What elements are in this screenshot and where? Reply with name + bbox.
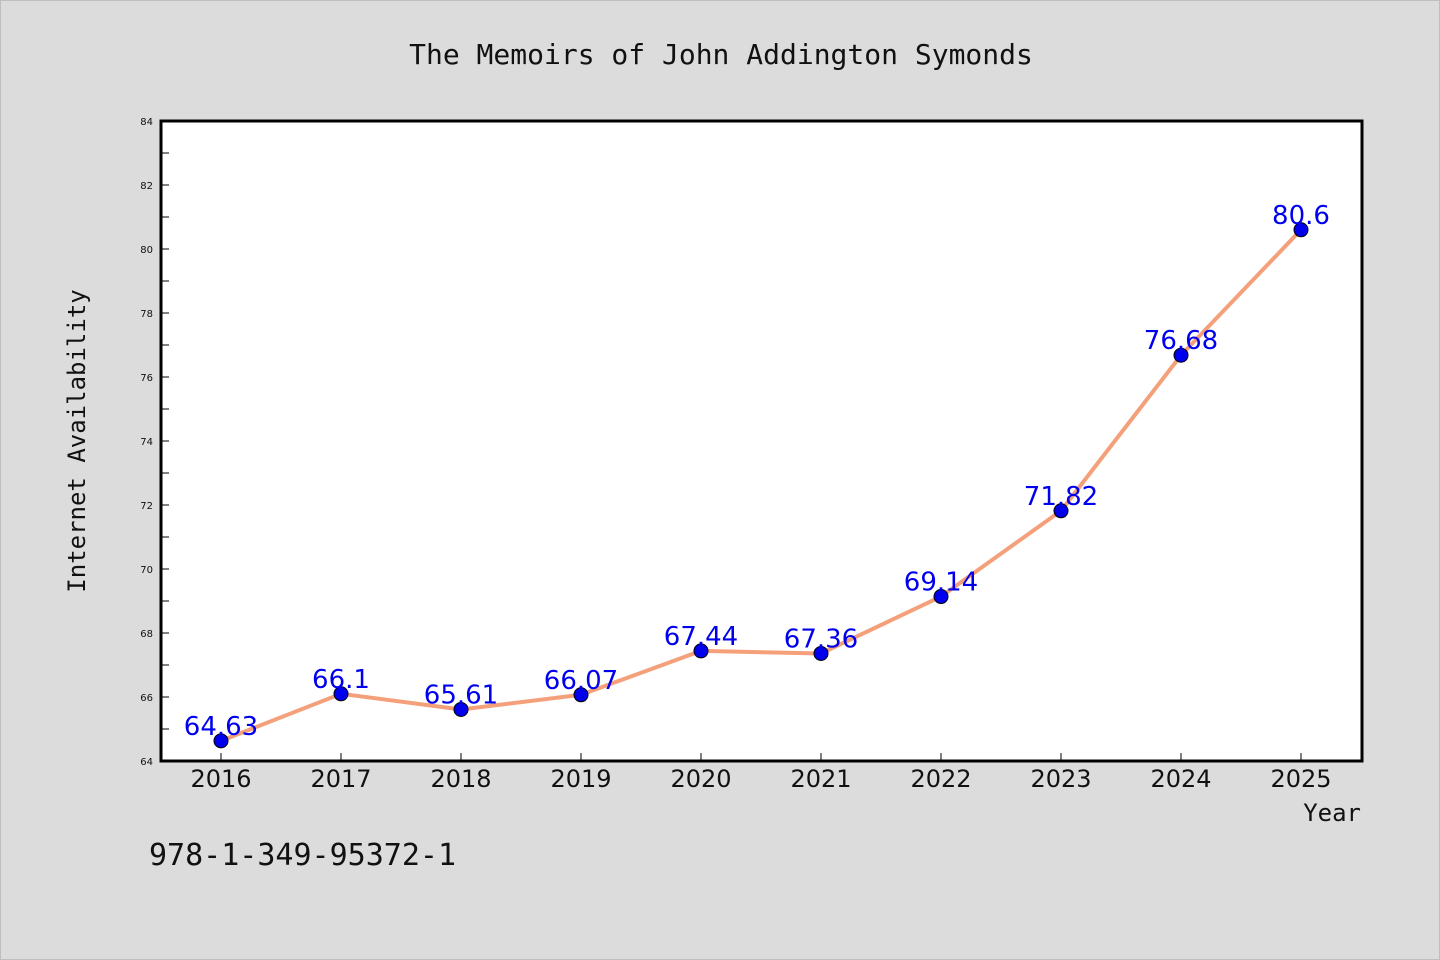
data-label: 66.1	[312, 665, 370, 695]
data-label: 80.6	[1272, 201, 1330, 231]
data-labels: 64.63 66.1 65.61 66.07 67.44 67.36 69.14 71.82 7…	[184, 201, 1330, 742]
data-point	[453, 701, 469, 717]
data-label: 67.44	[664, 622, 738, 652]
x-tick-label: 2018	[430, 765, 491, 793]
x-tick-label: 2019	[550, 765, 611, 793]
data-point	[333, 686, 349, 702]
x-tick-label: 2017	[310, 765, 371, 793]
data-label: 71.82	[1024, 482, 1098, 512]
data-label: 64.63	[184, 712, 258, 742]
x-tick-label: 2021	[790, 765, 851, 793]
x-tick-label: 2022	[910, 765, 971, 793]
data-point	[1173, 347, 1189, 363]
y-axis-label: Internet Availability	[63, 289, 91, 592]
isbn-annotation: 978-1-349-95372-1	[149, 838, 456, 873]
data-point	[933, 589, 949, 605]
plot-frame	[159, 119, 1364, 763]
data-point	[1293, 222, 1309, 238]
y-tick-label: 72	[140, 501, 153, 512]
data-label: 65.61	[424, 680, 498, 710]
data-point	[573, 687, 589, 703]
data-label: 67.36	[784, 624, 858, 654]
data-point	[1053, 503, 1069, 519]
data-point	[813, 645, 829, 661]
x-tick-label: 2023	[1030, 765, 1091, 793]
x-tick-label: 2025	[1270, 765, 1331, 793]
y-tick-label: 78	[140, 309, 153, 320]
data-point	[213, 733, 229, 749]
y-tick-label: 68	[140, 629, 153, 640]
y-tick-label: 84	[140, 117, 153, 128]
y-tick-label: 70	[140, 565, 153, 576]
x-axis-ticks: 2016 2017 2018 2019 2020 2021 2022 2023 2024 2025	[190, 753, 1332, 793]
data-markers	[213, 222, 1309, 749]
y-tick-label: 64	[140, 757, 153, 768]
x-tick-label: 2020	[670, 765, 731, 793]
plot-area	[161, 121, 1362, 761]
data-label: 69.14	[904, 568, 978, 598]
y-tick-label: 66	[140, 693, 153, 704]
y-tick-label: 80	[140, 245, 153, 256]
x-tick-label: 2024	[1150, 765, 1211, 793]
series-line-group	[220, 228, 1303, 743]
x-tick-label: 2016	[190, 765, 251, 793]
series-line	[220, 228, 1303, 743]
x-axis-label: Year	[1303, 799, 1361, 827]
y-tick-label: 76	[140, 373, 153, 384]
data-label: 76.68	[1144, 326, 1218, 356]
y-tick-label: 74	[140, 437, 153, 448]
data-label: 66.07	[544, 666, 618, 696]
y-tick-label: 82	[140, 181, 153, 192]
data-point	[693, 643, 709, 659]
chart-title: The Memoirs of John Addington Symonds	[409, 38, 1033, 71]
